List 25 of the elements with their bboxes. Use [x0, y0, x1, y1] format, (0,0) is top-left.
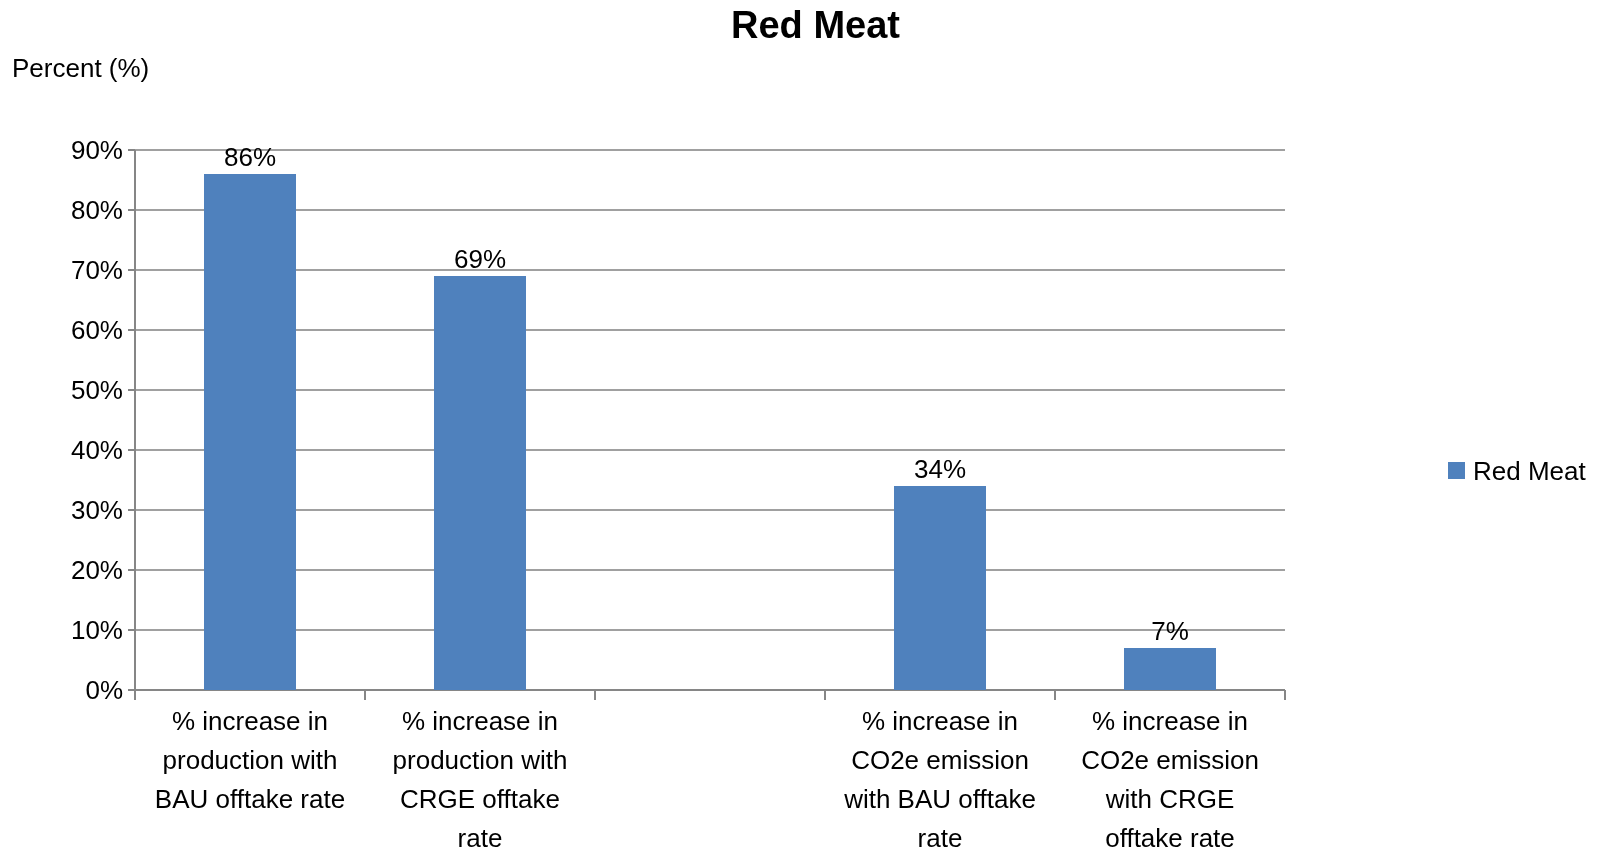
x-tick-label: % increase in production with BAU offtake rate — [154, 706, 346, 814]
data-label: 34% — [913, 454, 967, 484]
y-tick-label: 40% — [70, 435, 123, 466]
y-axis-title: Percent (%) — [12, 53, 150, 83]
data-label: 69% — [453, 244, 507, 274]
y-tick-label: 10% — [70, 615, 123, 646]
chart-title: Red Meat — [731, 4, 901, 46]
data-label: 7% — [1151, 616, 1189, 646]
legend-label: Red Meat — [1473, 456, 1587, 487]
x-tick-label: % increase in production with CRGE offtake rate — [392, 706, 568, 853]
bar — [894, 486, 986, 690]
bar — [204, 174, 296, 690]
y-tick-label: 60% — [70, 315, 123, 346]
y-tick-label: 0% — [85, 675, 123, 706]
y-tick-label: 20% — [70, 555, 123, 586]
y-tick-label: 50% — [70, 375, 123, 406]
x-tick-label: % increase in CO2e emission with BAU offtake rate — [843, 706, 1036, 853]
y-tick-label: 80% — [70, 195, 123, 226]
bar — [1124, 648, 1216, 690]
x-tick-label: % increase in CO2e emission with CRGE offtake rate — [1081, 706, 1259, 853]
y-tick-label: 70% — [70, 255, 123, 286]
bar — [434, 276, 526, 690]
y-tick-label: 90% — [70, 135, 123, 166]
data-label: 86% — [223, 142, 277, 172]
y-tick-label: 30% — [70, 495, 123, 526]
